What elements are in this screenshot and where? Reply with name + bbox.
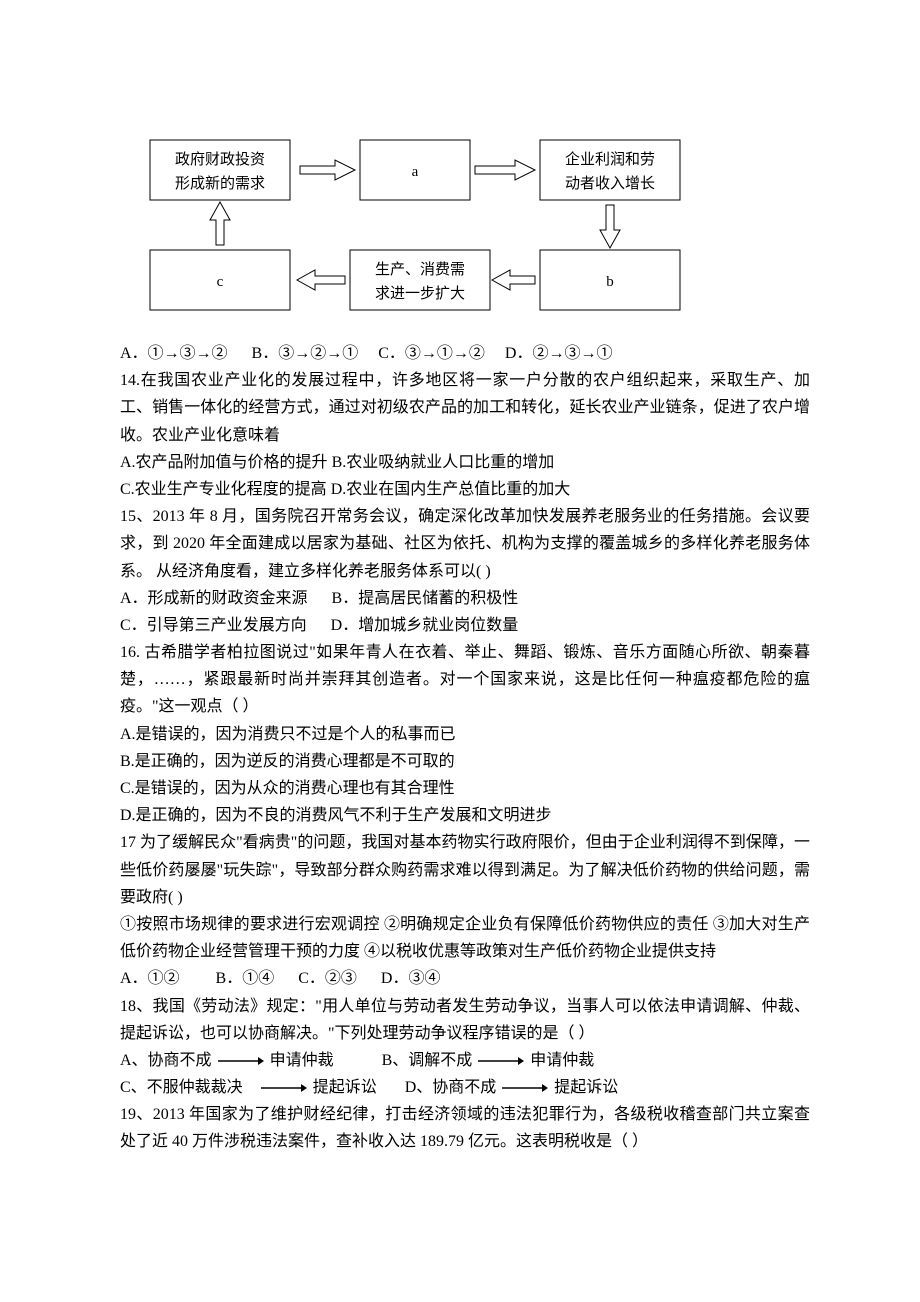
q18-b: B、调解不成	[382, 1052, 473, 1069]
arrow-icon	[500, 1082, 550, 1094]
q13-options: A．①→③→② B．③→②→① C．③→①→② D．②→③→①	[120, 340, 810, 367]
box-a: a	[412, 164, 419, 180]
q14-stem: 14.在我国农业产业化的发展过程中，许多地区将一家一户分散的农户组织起来，采取生…	[120, 367, 810, 449]
arrow-icon	[476, 1055, 526, 1067]
q17-items: ①按照市场规律的要求进行宏观调控 ②明确规定企业负有保障低价药物供应的责任 ③加…	[120, 911, 810, 965]
q14-d: D.农业在国内生产总值比重的加大	[331, 481, 571, 498]
box-top-right-l1: 企业利润和劳	[565, 150, 655, 168]
q15-cd: C．引导第三产业发展方向 D．增加城乡就业岗位数量	[120, 612, 810, 639]
q18-a2: 申请仲裁	[270, 1052, 334, 1069]
q14-c: C.农业生产专业化程度的提高	[120, 481, 327, 498]
q18-a: A、协商不成	[120, 1052, 212, 1069]
q16-c: C.是错误的，因为从众的消费心理也有其合理性	[120, 775, 810, 802]
q16-b: B.是正确的，因为逆反的消费心理都是不可取的	[120, 748, 810, 775]
q17-stem: 17 为了缓解民众"看病贵"的问题，我国对基本药物实行政府限价，但由于企业利润得…	[120, 829, 810, 911]
box-c: c	[217, 274, 224, 290]
box-b: b	[606, 274, 614, 290]
q18-stem: 18、我国《劳动法》规定："用人单位与劳动者发生劳动争议，当事人可以依法申请调解…	[120, 993, 810, 1047]
q18-d2: 提起诉讼	[554, 1079, 618, 1096]
box-top-left-l1: 政府财政投资	[175, 151, 265, 168]
q18-b2: 申请仲裁	[530, 1052, 594, 1069]
box-top-left-l2: 形成新的需求	[175, 175, 265, 192]
arrow-icon	[216, 1055, 266, 1067]
box-top-right-l2: 动者收入增长	[565, 175, 655, 192]
q18-c2: 提起诉讼	[313, 1079, 377, 1096]
q18-line2: C、不服仲裁裁决 提起诉讼 D、协商不成 提起诉讼	[120, 1074, 810, 1101]
box-bottom-mid-l1: 生产、消费需	[375, 261, 465, 278]
q18-d: D、协商不成	[405, 1079, 497, 1096]
q14-line2: C.农业生产专业化程度的提高 D.农业在国内生产总值比重的加大	[120, 476, 810, 503]
q14-line1: A.农产品附加值与价格的提升 B.农业吸纳就业人口比重的增加	[120, 449, 810, 476]
q16-stem: 16. 古希腊学者柏拉图说过"如果年青人在衣着、举止、舞蹈、锻炼、音乐方面随心所…	[120, 639, 810, 721]
q16-a: A.是错误的，因为消费只不过是个人的私事而已	[120, 721, 810, 748]
q14-b: B.农业吸纳就业人口比重的增加	[332, 454, 555, 471]
arrow-icon	[259, 1082, 309, 1094]
q16-d: D.是正确的，因为不良的消费风气不利于生产发展和文明进步	[120, 802, 810, 829]
box-bottom-mid-l2: 求进一步扩大	[375, 285, 465, 302]
q17-options: A．①② B．①④ C．②③ D．③④	[120, 965, 810, 992]
q18-c: C、不服仲裁裁决	[120, 1079, 243, 1096]
q14-a: A.农产品附加值与价格的提升	[120, 454, 328, 471]
flow-diagram: 政府财政投资 形成新的需求 a 企业利润和劳 动者收入增长 c 生产、消费需 求…	[140, 130, 810, 330]
q19-stem: 19、2013 年国家为了维护财经纪律，打击经济领域的违法犯罪行为，各级税收稽查…	[120, 1101, 810, 1155]
q18-line1: A、协商不成 申请仲裁 B、调解不成 申请仲裁	[120, 1047, 810, 1074]
q15-stem: 15、2013 年 8 月，国务院召开常务会议，确定深化改革加快发展养老服务业的…	[120, 503, 810, 585]
q15-ab: A．形成新的财政资金来源 B．提高居民储蓄的积极性	[120, 585, 810, 612]
